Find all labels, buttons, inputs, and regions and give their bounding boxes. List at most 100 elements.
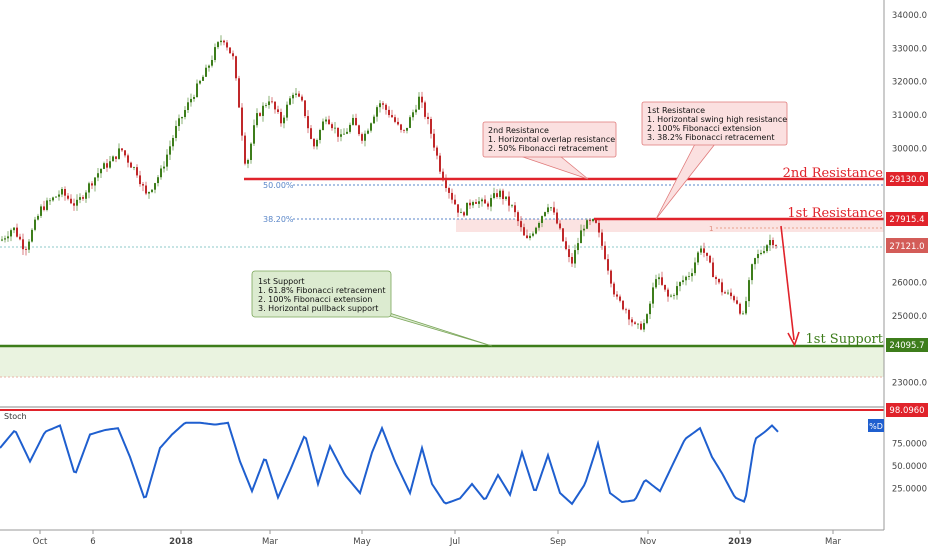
candle-body [220,40,222,43]
candle-body [355,117,357,126]
candle-body [415,109,417,113]
stoch-tick-label: 75.0000 [892,440,927,450]
candle-body [724,292,726,294]
candle-body [715,277,717,279]
candle-body [637,323,639,325]
res1-price-text: 27915.4 [889,215,924,225]
candle-body [286,104,288,118]
candle-body [196,83,198,98]
time-tick-label: Sep [550,537,566,547]
candle-body [556,212,558,224]
candle-body [163,166,165,169]
res2-callout-box [482,121,617,158]
candle-body [181,117,183,119]
candle-body [169,146,171,155]
candle-body [208,65,210,68]
candle-body [340,134,342,137]
candle-body [442,171,444,181]
candle-body [346,131,348,134]
candle-body [172,137,174,147]
stoch-d-legend-badge [868,419,884,432]
candle-body [271,101,273,103]
candle-body [658,277,660,280]
sup1-callout-line-1: 1st Support [258,277,305,286]
candle-body [130,162,132,168]
projection-arrow [780,225,795,341]
sup1-callout-box [251,270,392,318]
candle-body [343,133,345,135]
candle-body [403,129,405,131]
candle-body [754,258,756,265]
candle-body [772,240,774,246]
sup1-price-text: 24095.7 [889,341,924,351]
res2-callout-pointer [519,155,589,180]
time-tick-label: 2019 [728,537,752,547]
candle-body [184,110,186,118]
candle-body [514,205,516,213]
candle-body [436,147,438,156]
candle-body [595,219,597,223]
price-tick-label: 34000.0 [892,11,927,21]
candle-body [751,264,753,281]
price-tick-label: 23000.0 [892,379,927,389]
sup1-price-tag [886,338,928,352]
candle-body [334,127,336,129]
res1-callout-line-3: 2. 100% Fibonacci extension [647,124,761,133]
candle-body [1,239,3,241]
candle-body [256,113,258,126]
candle-body [247,159,249,164]
candle-body [553,207,555,213]
candle-body [82,197,84,199]
candle-body [511,205,513,207]
candle-body [439,155,441,172]
candle-body [478,201,480,204]
candle-body [67,195,69,199]
candle-body [766,245,768,252]
candle-body [145,185,147,194]
candle-body [526,235,528,239]
candle-body [487,203,489,207]
candle-body [175,126,177,138]
candle-body [481,199,483,202]
current-price-tag [886,238,928,253]
res1-callout-line-4: 3. 38.2% Fibonacci retracement [647,133,775,142]
candle-body [679,282,681,287]
candle-body [316,139,318,147]
candle-body [451,192,453,200]
candle-body [385,104,387,110]
candle-body [706,252,708,256]
right-axis: 34000.0 33000.0 32000.0 31000.0 30000.0 26000… [868,0,928,530]
fib-382-label: 38.20% [263,215,294,224]
resistance-1-title: 1st Resistance [787,206,883,221]
candle-body [235,56,237,79]
candle-body [466,202,468,216]
candle-body [547,207,549,213]
candle-body [76,199,78,206]
candle-body [493,193,495,199]
price-pane[interactable]: 50.00% 38.20% 1 2nd Resistance 1st Resis… [0,35,884,378]
candle-body [544,212,546,217]
candle-body [25,249,27,250]
candle-body [718,278,720,283]
candle-body [757,254,759,259]
stoch-pane[interactable]: Stoch [0,409,884,506]
candle-body [22,239,24,250]
price-tick-label: 26000.0 [892,278,927,288]
candle-body [691,273,693,277]
candle-body [625,309,627,311]
sup1-callout-line-3: 2. 100% Fibonacci extension [258,295,372,304]
res1-price-tag [886,212,928,226]
res2-price-tag [886,172,928,186]
candle-body [736,300,738,304]
price-tick-label: 32000.0 [892,78,927,88]
candle-body [310,128,312,139]
candle-body [202,76,204,81]
candle-body [52,197,54,201]
candle-body [661,277,663,285]
candle-body [406,127,408,131]
candle-body [445,180,447,189]
candle-body [58,194,60,197]
candle-body [322,121,324,131]
candle-body [682,280,684,283]
candle-body [742,313,744,315]
